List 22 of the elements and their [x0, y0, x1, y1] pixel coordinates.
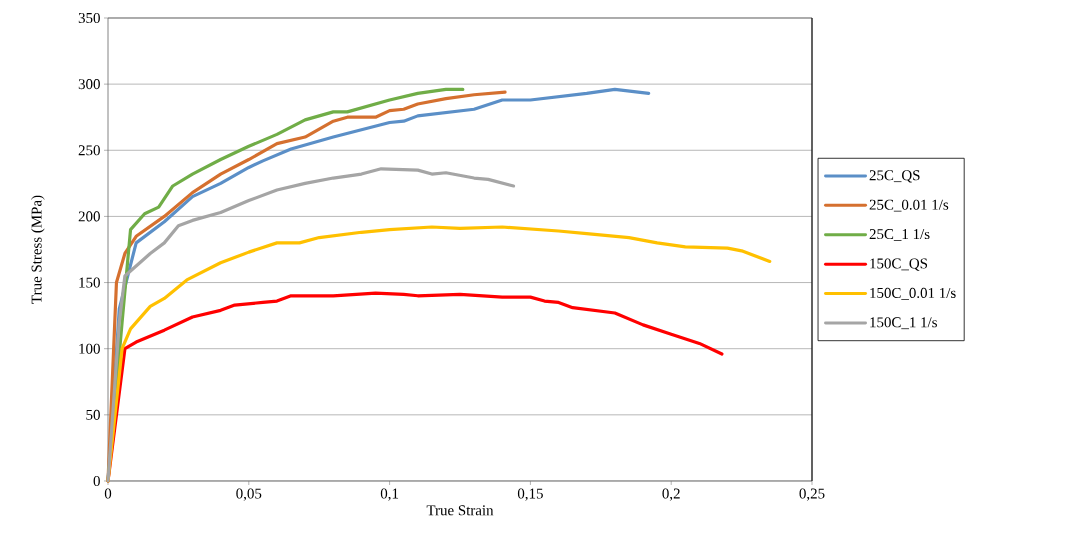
x-tick-label: 0,25 — [799, 488, 825, 501]
y-tick-label: 200 — [78, 211, 100, 222]
legend-label: 150C_0.01 1/s — [870, 287, 956, 300]
x-tick-label: 0 — [104, 488, 112, 499]
x-axis-title: True Strain — [426, 505, 494, 516]
x-tick-label: 0,15 — [517, 488, 543, 501]
y-tick-label: 150 — [79, 277, 100, 288]
y-tick-label: 350 — [78, 12, 100, 24]
x-tick-label: 0,2 — [662, 488, 680, 501]
legend-label: 150C_1 1/s — [870, 317, 937, 330]
x-tick-label: 0,1 — [380, 488, 399, 501]
y-tick-label: 50 — [86, 409, 100, 420]
legend-label: 25C_1 1/s — [869, 229, 930, 241]
x-tick-label: 0,05 — [236, 488, 262, 501]
legend-label: 150C_QS — [870, 258, 928, 271]
y-tick-label: 250 — [78, 145, 100, 156]
legend-label: 25C_0.01 1/s — [869, 199, 949, 212]
y-axis-title: True Stress (MPa) — [31, 195, 45, 304]
y-tick-label: 300 — [78, 79, 100, 90]
y-tick-label: 0 — [93, 475, 100, 487]
legend-label: 25C_QS — [869, 170, 920, 183]
y-tick-label: 100 — [79, 343, 100, 354]
